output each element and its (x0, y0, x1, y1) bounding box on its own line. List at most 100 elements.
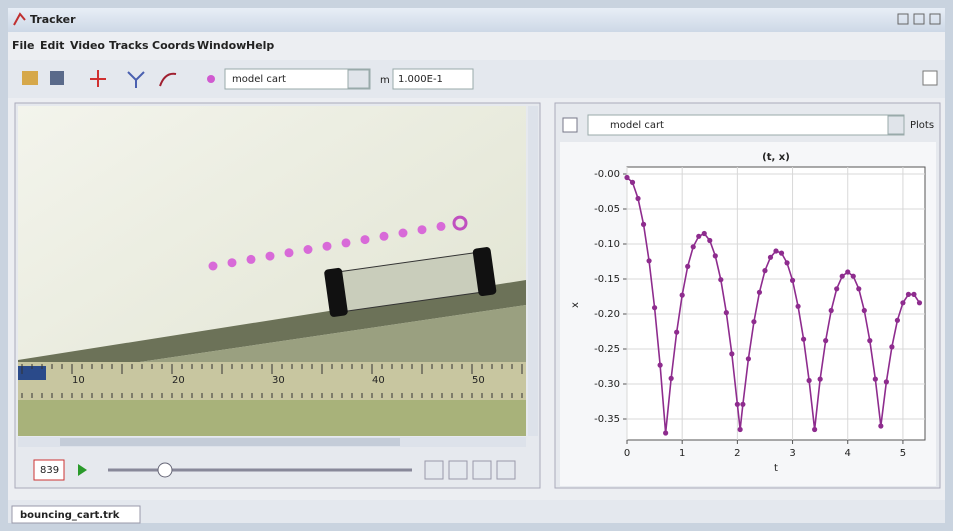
data-point (737, 426, 743, 433)
x-axis-label: t (774, 463, 778, 474)
data-point (800, 336, 807, 342)
data-point (756, 289, 763, 295)
data-point (640, 221, 647, 227)
trail-dot (322, 241, 332, 251)
menu-item[interactable]: Tracks (109, 39, 149, 52)
plot-frame (626, 166, 926, 441)
trail-dot (303, 245, 313, 254)
play-button[interactable] (78, 464, 87, 476)
menu-item[interactable]: Coords (152, 39, 195, 52)
track-name: model cart (232, 74, 286, 85)
data-point (734, 401, 740, 407)
frame-counter (33, 459, 65, 481)
h-scroll-thumb[interactable] (60, 438, 400, 446)
step-back[interactable] (424, 460, 444, 480)
app-icon (13, 12, 26, 26)
data-point (905, 291, 912, 297)
menu-item[interactable]: Video (70, 39, 105, 52)
ruler-ticks (21, 364, 523, 398)
data-point (685, 263, 691, 269)
title-bar (8, 8, 945, 32)
ruler-clip (18, 366, 46, 380)
y-tick-label: -0.05 (594, 204, 620, 215)
data-point (834, 286, 840, 292)
y-tick-label: -0.10 (594, 239, 620, 250)
menu-item[interactable]: Edit (40, 39, 64, 52)
data-point (806, 377, 812, 384)
data-point (668, 375, 674, 381)
dropdown-arrow[interactable] (887, 115, 905, 135)
axes-button[interactable] (90, 70, 106, 87)
menu-item[interactable]: Window (197, 39, 246, 52)
data-point (839, 273, 845, 279)
data-point (690, 244, 696, 250)
x-tick-label: 0 (624, 448, 630, 459)
minimize[interactable] (897, 13, 909, 25)
cart-end (324, 267, 348, 317)
track-button[interactable] (159, 72, 177, 87)
trail-dot (284, 248, 294, 258)
ruler-label: 40 (372, 375, 385, 386)
ruler-label: 20 (172, 375, 185, 386)
data-point (629, 179, 636, 185)
data-point (883, 379, 889, 385)
trail-dot (417, 225, 427, 235)
y-tick-label: -0.00 (594, 169, 620, 180)
x-tick-label: 2 (734, 448, 740, 459)
plot-icon[interactable] (562, 117, 578, 133)
settings-button[interactable] (496, 460, 516, 480)
x-tick-label: 4 (845, 448, 851, 459)
trail-dot (227, 258, 237, 268)
data-point (817, 376, 823, 382)
close[interactable] (929, 13, 941, 25)
data-point (751, 319, 757, 325)
data-point (856, 286, 862, 292)
slider-thumb[interactable] (157, 462, 173, 478)
file-tab[interactable] (11, 505, 141, 524)
data-point (740, 401, 746, 407)
data-point (767, 254, 774, 260)
trail-dot (398, 228, 408, 238)
notes-button[interactable] (922, 70, 938, 86)
x-tick-label: 1 (679, 448, 685, 459)
trail-dot (379, 231, 389, 241)
mass-field[interactable] (392, 68, 474, 90)
data-point (850, 273, 856, 279)
data-point (916, 300, 923, 306)
data-point (651, 305, 658, 311)
data-point (778, 250, 785, 256)
save-button[interactable] (50, 71, 64, 85)
data-point (762, 268, 768, 274)
menu-item[interactable]: Help (246, 39, 274, 52)
trail-dot (452, 215, 468, 231)
maximize[interactable] (913, 13, 925, 25)
menu-item[interactable]: File (12, 39, 35, 52)
data-point (872, 376, 878, 382)
data-point (894, 317, 901, 323)
video-scrollbar[interactable] (528, 106, 538, 436)
plots-button[interactable]: Plots (910, 120, 934, 131)
data-point (789, 277, 796, 283)
y-tick-label: -0.25 (594, 344, 620, 355)
track-dropdown[interactable] (224, 68, 371, 90)
trail-dot (246, 254, 256, 264)
data-point (867, 338, 873, 344)
calibration-button[interactable] (127, 71, 145, 88)
trail-dot (208, 261, 218, 271)
toolbar (8, 60, 945, 98)
data-point (646, 258, 652, 264)
trail-dot (436, 221, 446, 231)
open-button[interactable] (22, 71, 38, 85)
dropdown-arrow[interactable] (347, 69, 370, 89)
data-point (635, 195, 641, 202)
data-point (663, 430, 669, 436)
floor (18, 400, 526, 436)
loop-button[interactable] (472, 460, 492, 480)
step-forward[interactable] (448, 460, 468, 480)
y-tick-label: -0.35 (594, 414, 620, 425)
data-point (707, 237, 713, 244)
data-point (624, 174, 630, 181)
ruler-label: 10 (72, 375, 85, 386)
trail-dot (341, 238, 351, 248)
